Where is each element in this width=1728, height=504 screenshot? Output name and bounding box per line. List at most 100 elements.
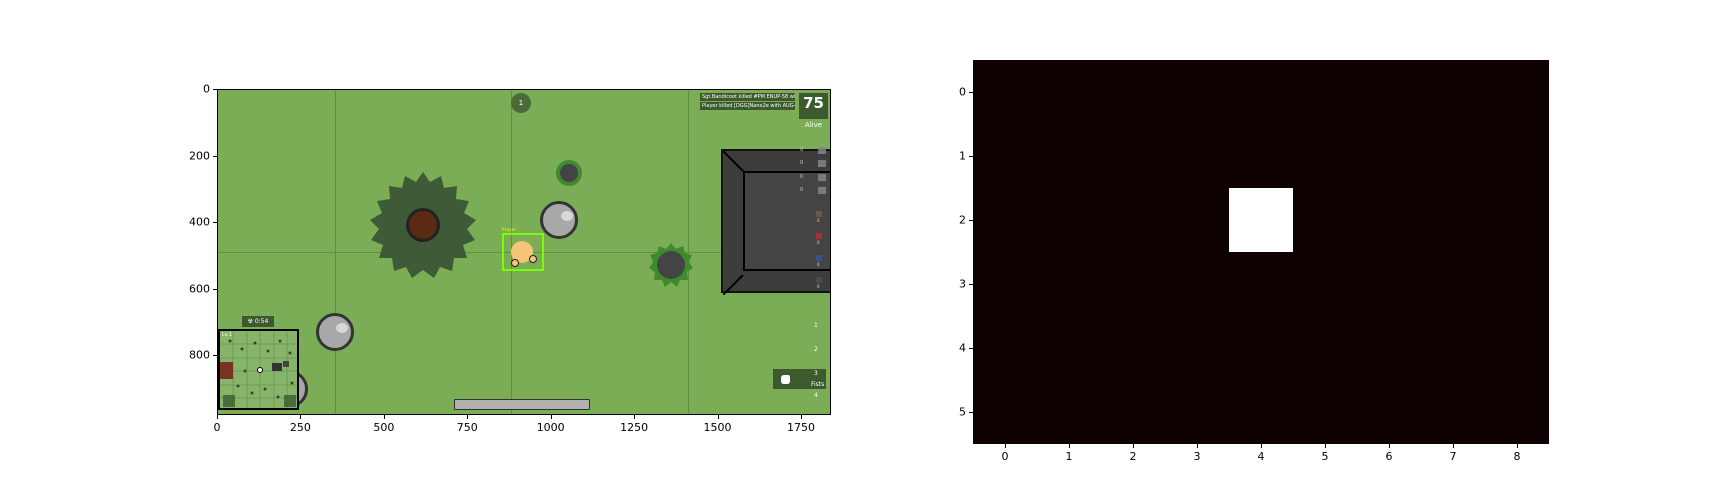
x-tick-label: 2 [1129,450,1137,463]
heatmap-cell [1293,124,1357,188]
x-tick-label: 250 [289,421,311,434]
killfeed-entry: Sgt.Bandicoot killed #PM ENUP-58 with AU… [700,93,795,101]
y-tick-mark [969,284,973,285]
heatmap-cell [1293,188,1357,252]
x-tick-mark [717,415,719,419]
weapon-slot-4[interactable]: 4 [814,392,818,399]
heatmap-cell [973,380,1037,444]
heatmap-cell [1357,60,1421,124]
weapon-slot-1[interactable]: 1 [814,322,818,329]
kill-counter: 1 [511,93,531,113]
ammo-row: 0 [798,173,830,183]
game-view: Player 1 Sgt.Bandicoot killed #PM ENUP-5… [217,89,831,415]
heatmap-cell [1165,252,1229,316]
heatmap-cell [1421,60,1485,124]
heatmap-cell [1357,316,1421,380]
y-tick-mark [213,222,217,224]
heatmap-cell [1101,380,1165,444]
player-name: Player [502,227,517,232]
x-tick-label: 0 [1001,450,1009,463]
heatmap-cell [1165,316,1229,380]
heatmap-cell [1165,380,1229,444]
heatmap-cell [1357,380,1421,444]
heatmap-cell [1485,316,1549,380]
y-tick-label: 200 [189,149,210,163]
x-tick-mark [1517,444,1518,448]
heatmap-cell [1485,60,1549,124]
x-tick-mark [1133,444,1134,448]
y-tick-label: 400 [189,215,210,229]
minimap-map [220,331,297,408]
ammo-count: 0 [800,187,804,193]
x-tick-label: 750 [456,421,478,434]
scope-count: 0 [817,218,820,223]
y-tick-label: 2 [959,213,966,227]
heatmap [973,60,1549,444]
scope-swatch: 0 [816,255,822,267]
heatmap-cell [1293,380,1357,444]
y-tick-label: 0 [959,85,966,99]
player-avatar [511,241,533,263]
x-tick-label: 5 [1321,450,1329,463]
weapon-slot-2[interactable]: 2 [814,346,818,353]
x-tick-mark [383,415,385,419]
x-tick-label: 1500 [703,421,732,434]
scope-swatch: 0 [816,233,822,245]
alive-label: Alive [804,121,823,129]
heatmap-cell [1421,316,1485,380]
x-tick-mark [1453,444,1454,448]
y-tick-mark [213,89,217,90]
y-tick-mark [213,288,217,290]
y-tick-mark [213,155,217,157]
scope-count: 0 [817,240,820,245]
ammo-count: 0 [800,174,804,180]
heatmap-cell [1037,252,1101,316]
x-tick-label: 3 [1193,450,1201,463]
x-tick-mark [300,415,302,419]
weapon-slot-3[interactable]: 3 [814,370,818,377]
heatmap-cell [1229,380,1293,444]
heatmap-cell [1229,124,1293,188]
x-tick-label: 1250 [620,421,649,434]
heatmap-cell [1165,188,1229,252]
minimap-label: Lv.1 [222,332,233,338]
y-tick-label: 0 [203,82,210,96]
heatmap-cell [1485,252,1549,316]
y-tick-label: 600 [189,282,210,296]
bush-icon [649,243,693,287]
x-tick-label: 0 [213,421,221,434]
x-tick-mark [1325,444,1326,448]
scope-count: 0 [817,262,820,267]
heatmap-cell [1485,380,1549,444]
heatmap-cell [1037,188,1101,252]
heatmap-cell [1421,252,1485,316]
heatmap-cell [1101,60,1165,124]
heatmap-cell [1229,316,1293,380]
rock [540,201,578,239]
y-tick-label: 5 [959,405,966,419]
y-tick-mark [969,220,973,221]
heatmap-cell [1485,124,1549,188]
heatmap-cell [1293,316,1357,380]
y-tick-mark [969,92,973,93]
weapon-slot-active[interactable] [773,369,826,389]
scope-swatch: 0 [816,277,822,289]
x-tick-mark [1197,444,1198,448]
heatmap-cell [1101,316,1165,380]
heatmap-cell [1485,188,1549,252]
heatmap-cell [1293,60,1357,124]
minimap[interactable]: Lv.1 [218,329,299,410]
heatmap-cell [1037,316,1101,380]
heatmap-cell [973,252,1037,316]
fist-icon [781,375,790,384]
heatmap-cell [1101,188,1165,252]
ammo-count: 0 [800,160,804,166]
x-tick-mark [1005,444,1006,448]
tree-icon [370,172,476,278]
rock [316,313,354,351]
x-tick-label: 6 [1385,450,1393,463]
y-tick-mark [969,412,973,413]
killfeed: Sgt.Bandicoot killed #PM ENUP-58 with AU… [700,93,795,111]
health-bar [454,399,590,410]
